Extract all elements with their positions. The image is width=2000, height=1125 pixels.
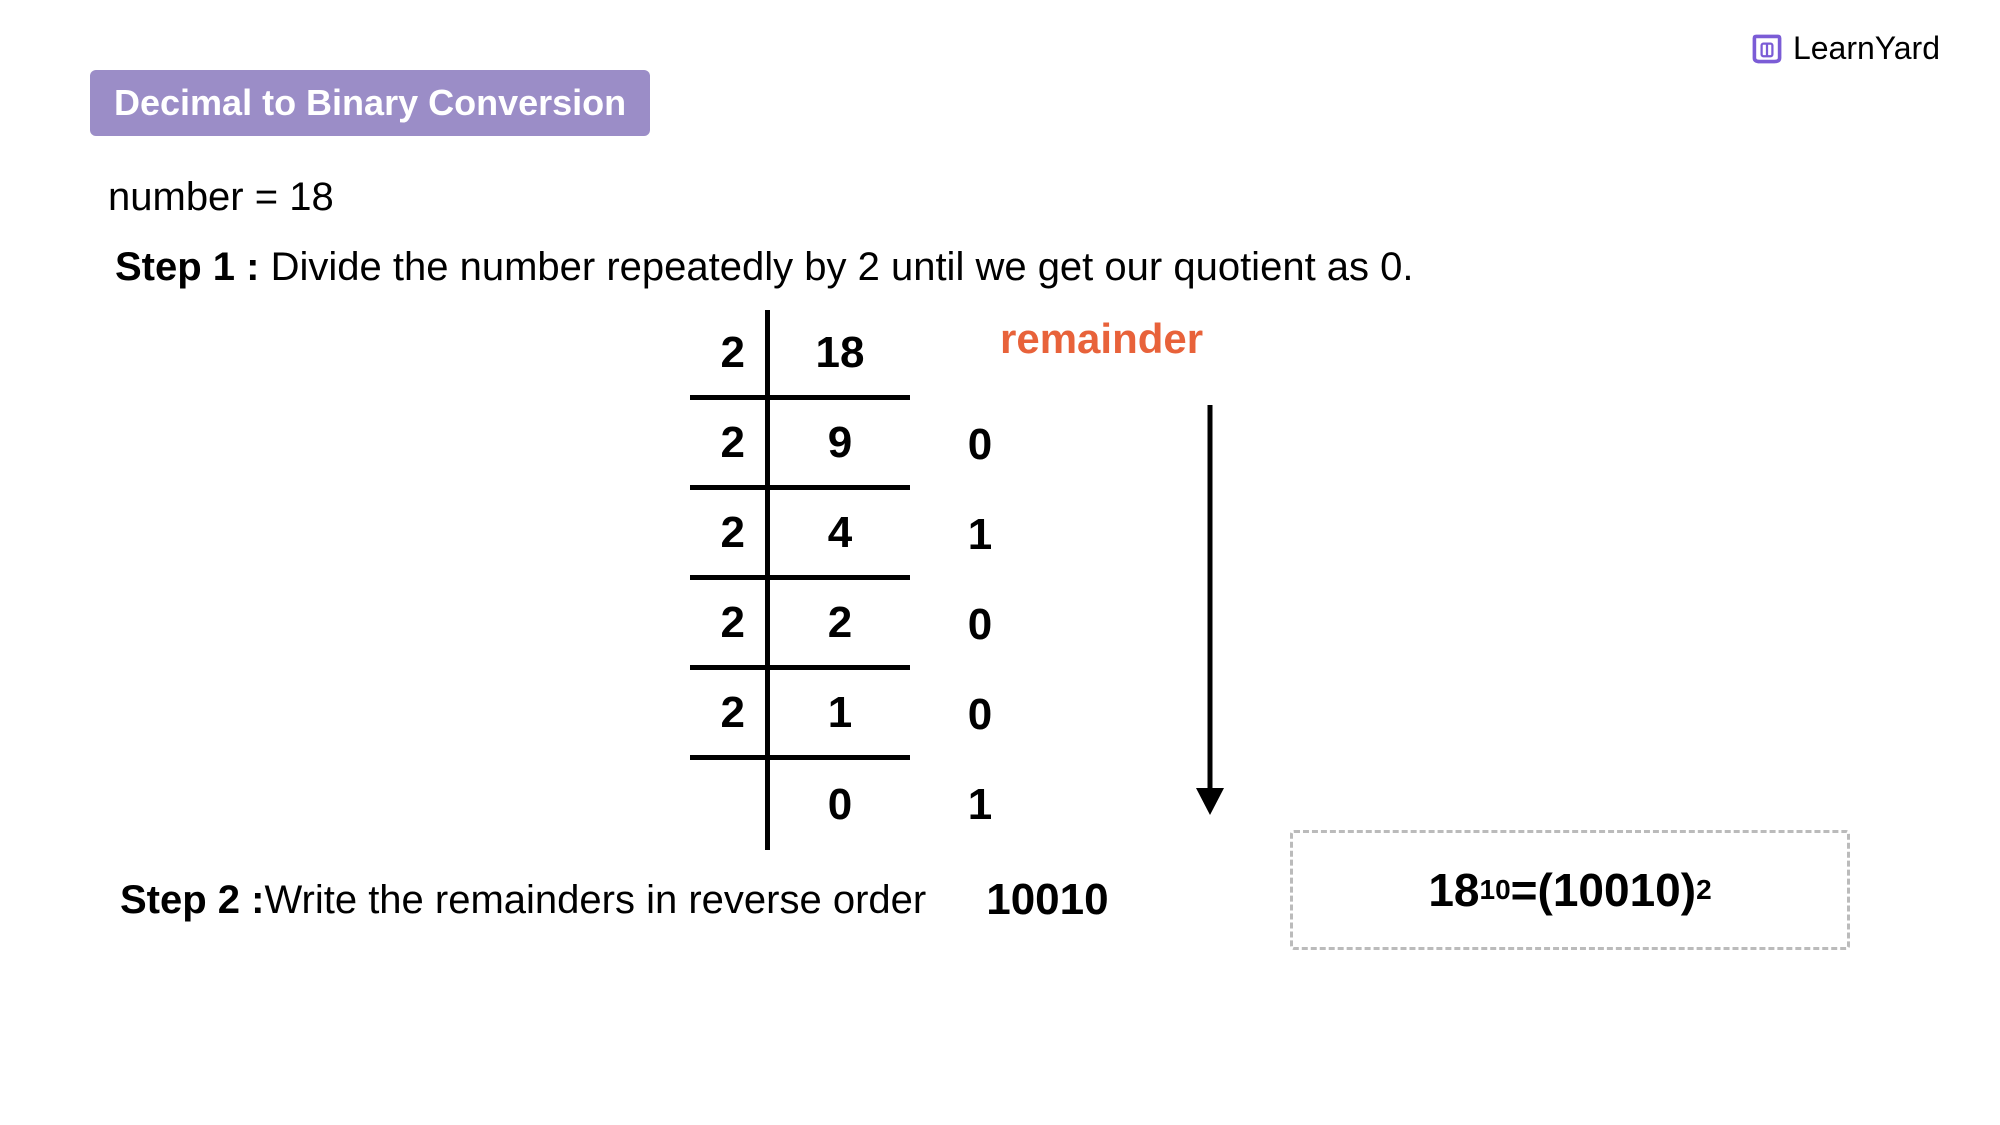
division-row: 2 18 xyxy=(690,310,1050,400)
logo: LearnYard xyxy=(1749,30,1940,67)
step2-body: Write the remainders in reverse order xyxy=(264,878,926,923)
logo-icon xyxy=(1749,31,1785,67)
step2-prefix: Step 2 : xyxy=(120,878,264,923)
remainder-cell: 0 xyxy=(910,670,1050,760)
divisor-cell: 2 xyxy=(690,670,770,760)
result-decimal: 18 xyxy=(1428,863,1479,917)
remainder-cell: 0 xyxy=(910,580,1050,670)
result-binary-base: 2 xyxy=(1696,874,1712,906)
result-binary: (10010) xyxy=(1538,863,1697,917)
arrow-down-icon xyxy=(1190,400,1230,825)
title-badge: Decimal to Binary Conversion xyxy=(90,70,650,136)
step2-text: Step 2 : Write the remainders in reverse… xyxy=(120,875,1109,925)
divisor-cell: 2 xyxy=(690,490,770,580)
remainder-cell: 1 xyxy=(910,760,1050,850)
division-row: 2 9 0 xyxy=(690,400,1050,490)
divisor-cell: 2 xyxy=(690,400,770,490)
division-row: 0 1 xyxy=(690,760,1050,850)
division-row: 2 4 1 xyxy=(690,490,1050,580)
divisor-cell: 2 xyxy=(690,580,770,670)
quotient-cell: 4 xyxy=(770,490,910,580)
quotient-cell: 9 xyxy=(770,400,910,490)
division-row: 2 1 0 xyxy=(690,670,1050,760)
divisor-cell: 2 xyxy=(690,310,770,400)
quotient-cell: 0 xyxy=(770,760,910,850)
division-row: 2 2 0 xyxy=(690,580,1050,670)
binary-result: 10010 xyxy=(986,875,1108,925)
quotient-cell: 1 xyxy=(770,670,910,760)
result-box: 1810 = (10010)2 xyxy=(1290,830,1850,950)
remainder-label: remainder xyxy=(1000,315,1203,363)
result-decimal-base: 10 xyxy=(1480,874,1511,906)
divisor-cell xyxy=(690,760,770,850)
remainder-cell: 1 xyxy=(910,490,1050,580)
step1-text: Step 1 : Divide the number repeatedly by… xyxy=(115,245,1414,290)
quotient-cell: 18 xyxy=(770,310,910,400)
step1-body: Divide the number repeatedly by 2 until … xyxy=(259,245,1413,289)
quotient-cell: 2 xyxy=(770,580,910,670)
logo-text: LearnYard xyxy=(1793,30,1940,67)
number-label: number = 18 xyxy=(108,175,334,220)
remainder-cell: 0 xyxy=(910,400,1050,490)
result-equals: = xyxy=(1511,863,1538,917)
division-table: 2 18 2 9 0 2 4 1 2 2 0 2 1 0 0 1 xyxy=(690,310,1050,850)
step1-prefix: Step 1 : xyxy=(115,245,259,289)
